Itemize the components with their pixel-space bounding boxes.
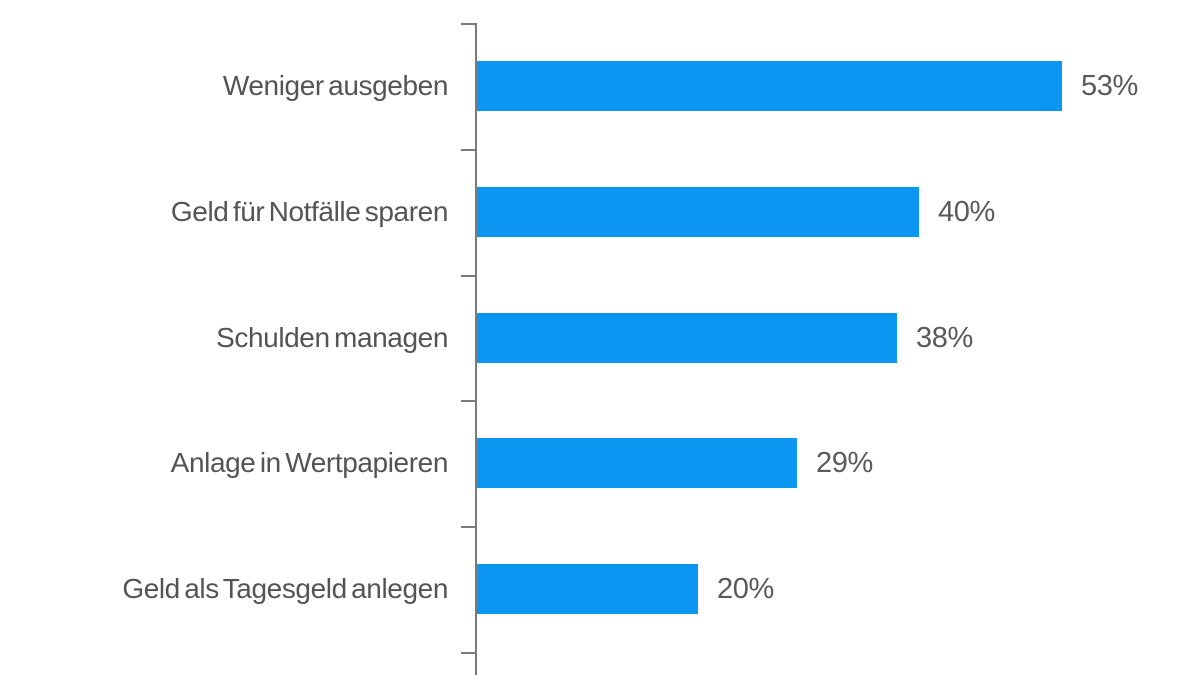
category-label: Geld als Tagesgeld anlegen [122,573,448,604]
value-label: 20% [717,573,774,605]
axis-tick [461,275,475,277]
category-label: Geld für Notfälle sparen [170,196,449,227]
category-label: Weniger ausgeben [222,70,449,101]
axis-tick [461,149,475,151]
axis-tick [461,526,475,528]
bar [477,187,919,237]
axis-tick [461,400,475,402]
value-label: 53% [1081,70,1138,102]
y-axis-line [475,23,477,675]
value-label: 29% [816,447,873,479]
axis-tick [461,652,475,654]
bar [477,564,698,614]
value-label: 38% [916,322,973,354]
value-label: 40% [938,196,995,228]
category-label: Schulden managen [216,322,448,353]
bar [477,313,897,363]
category-label: Anlage in Wertpapieren [170,447,449,478]
bar [477,61,1062,111]
axis-tick [461,23,475,25]
bar [477,438,797,488]
